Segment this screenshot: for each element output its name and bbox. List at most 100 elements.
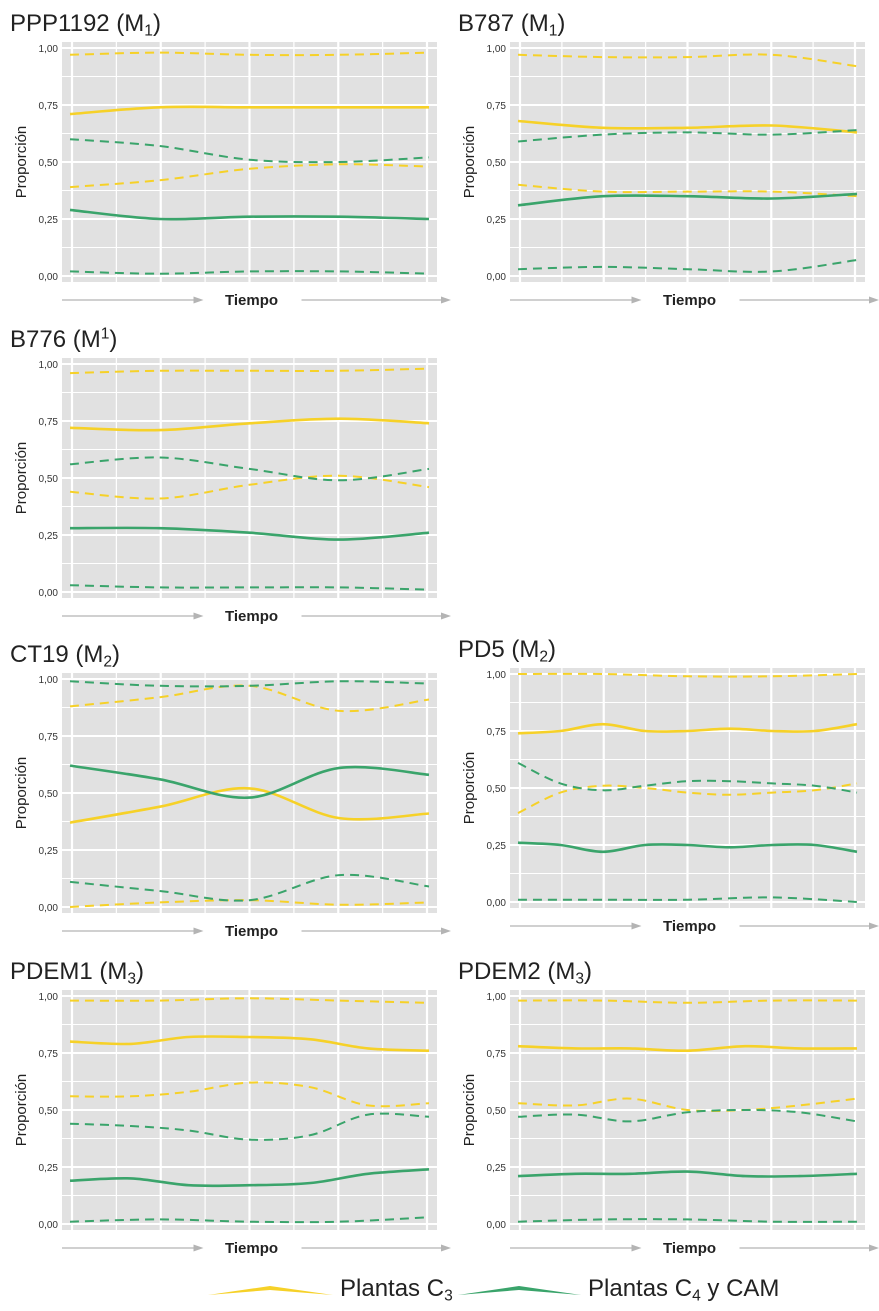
series-line-c3-dashed (517, 999, 858, 1004)
panel-title-main: CT19 (M (10, 641, 104, 668)
panel-title-main: B776 (M (10, 326, 101, 353)
x-axis-arrowhead-left (193, 927, 204, 935)
chart-svg: 1,00 0,75 0,50 0,25 0,00 Proporción Tiempo (13, 358, 451, 625)
y-tick-label: 0,75 (487, 727, 507, 738)
legend-swatch-c4 (458, 1286, 581, 1295)
series-line-c3-dashed (517, 782, 858, 815)
y-tick-label: 0,75 (39, 101, 59, 112)
series-line-c4-solid (69, 1168, 430, 1188)
legend-c4-sub: 4 (692, 1287, 701, 1305)
panel-title: B776 (M1) (10, 326, 117, 354)
series-line-c4-dashed (517, 896, 858, 903)
x-axis-label: Tiempo (225, 923, 278, 940)
chart-svg: 1,00 0,75 0,50 0,25 0,00 Proporción Tiempo (461, 990, 879, 1257)
series-line-c4-dashed (517, 761, 858, 794)
y-axis-label: Proporción (461, 752, 478, 825)
panel-title-end: ) (152, 10, 161, 37)
y-tick-label: 0,50 (39, 789, 59, 800)
series-line-c3-solid (69, 1035, 430, 1052)
y-tick-label: 0,25 (487, 1163, 507, 1174)
y-tick-label: 1,00 (39, 44, 59, 55)
y-tick-label: 1,00 (487, 992, 507, 1003)
series-line-c3-solid (517, 722, 858, 735)
panel-title-sub: 2 (103, 653, 113, 671)
x-axis-arrowhead-left (193, 296, 204, 304)
panel-title-main: B787 (M (458, 10, 549, 37)
y-tick-label: 1,00 (39, 992, 59, 1003)
series-line-c3-dashed (69, 899, 430, 908)
chart-panel-pd5: PD5 (M2) 1,00 0,75 0,50 0,25 0,00 Proporción T… (458, 636, 879, 936)
y-axis-label: Proporción (13, 757, 30, 830)
chart-svg: 1,00 0,75 0,50 0,25 0,00 Proporción Tiempo (13, 990, 451, 1257)
x-axis-arrowhead-left (631, 296, 642, 304)
series-line-c3-dashed (517, 1097, 858, 1113)
y-tick-label: 0,75 (487, 101, 507, 112)
y-tick-label: 0,00 (487, 272, 507, 283)
series-line-c3-dashed (69, 684, 430, 713)
y-tick-label: 0,75 (39, 1049, 59, 1060)
panel-title-end: ) (109, 326, 118, 353)
panel-title-main: PDEM1 (M (10, 958, 128, 985)
legend-swatch-c3 (208, 1286, 333, 1295)
series-line-c3-dashed (69, 1081, 430, 1108)
y-tick-label: 1,00 (487, 670, 507, 681)
chart-panel-b787: B787 (M1) 1,00 0,75 0,50 0,25 0,00 Proporción… (458, 10, 879, 310)
series-line-c4-dashed (69, 680, 430, 688)
series-line-c3-dashed (69, 51, 430, 57)
series-line-c3-solid (69, 417, 430, 432)
x-axis-arrowhead-left (193, 1244, 204, 1252)
y-axis-label: Proporción (13, 126, 30, 199)
series-line-c4-solid (517, 192, 858, 207)
y-tick-label: 0,25 (487, 841, 507, 852)
x-axis-label: Tiempo (663, 1240, 716, 1257)
series-line-c4-solid (517, 841, 858, 854)
y-axis-label: Proporción (461, 126, 478, 199)
y-tick-label: 1,00 (487, 44, 507, 55)
chart-panel-pdem2: PDEM2 (M3) 1,00 0,75 0,50 0,25 0,00 Proporció… (458, 958, 879, 1258)
y-axis-label: Proporción (13, 1074, 30, 1147)
y-tick-label: 0,25 (487, 215, 507, 226)
panel-title-end: ) (584, 958, 593, 985)
x-axis-arrowhead-right (441, 612, 451, 620)
series-line-c4-dashed (69, 270, 430, 275)
panel-title-main: PD5 (M (458, 636, 540, 663)
panel-title-sub: 1 (144, 22, 153, 40)
x-axis-arrowhead-right (441, 927, 451, 935)
y-tick-label: 0,00 (39, 903, 59, 914)
panel-title-main: PDEM2 (M (458, 958, 576, 985)
panel-title-end: ) (548, 636, 557, 663)
legend-c4-prefix: Plantas C (588, 1275, 693, 1302)
y-tick-label: 0,50 (487, 158, 507, 169)
series-line-c3-solid (69, 786, 430, 824)
chart-svg: 1,00 0,75 0,50 0,25 0,00 Proporción Tiempo (13, 673, 451, 940)
legend-label-c4: Plantas C4 y CAM (588, 1275, 780, 1305)
x-axis-arrowhead-left (631, 922, 642, 930)
x-axis-arrowhead-right (869, 1244, 879, 1252)
y-tick-label: 0,50 (487, 1106, 507, 1117)
y-tick-label: 0,50 (39, 474, 59, 485)
y-tick-label: 0,00 (487, 1220, 507, 1231)
series-line-c4-solid (69, 526, 430, 541)
y-tick-label: 0,00 (39, 272, 59, 283)
panel-title-end: ) (136, 958, 145, 985)
panel-title: CT19 (M2) (10, 641, 120, 671)
legend-c3-prefix: Plantas C (340, 1275, 445, 1302)
series-line-c4-dashed (517, 129, 858, 143)
chart-panel-pdem1: PDEM1 (M3) 1,00 0,75 0,50 0,25 0,00 Proporció… (10, 958, 451, 1258)
series-line-c3-dashed (69, 163, 430, 189)
legend-c4-suffix: y CAM (700, 1275, 780, 1302)
series-line-c3-dashed (69, 997, 430, 1004)
series-line-c3-dashed (517, 53, 858, 68)
legend-c3-sub: 3 (444, 1287, 453, 1305)
panel-title: PPP1192 (M1) (10, 10, 161, 40)
x-axis-label: Tiempo (663, 918, 716, 935)
panel-title-sub: 2 (539, 648, 549, 666)
y-tick-label: 1,00 (39, 360, 59, 371)
series-line-c4-dashed (69, 1216, 430, 1224)
y-tick-label: 0,50 (487, 784, 507, 795)
series-line-c4-dashed (69, 1112, 430, 1141)
panel-title-main: PPP1192 (M (10, 10, 145, 37)
x-axis-arrowhead-right (441, 296, 451, 304)
y-tick-label: 0,00 (39, 588, 59, 599)
